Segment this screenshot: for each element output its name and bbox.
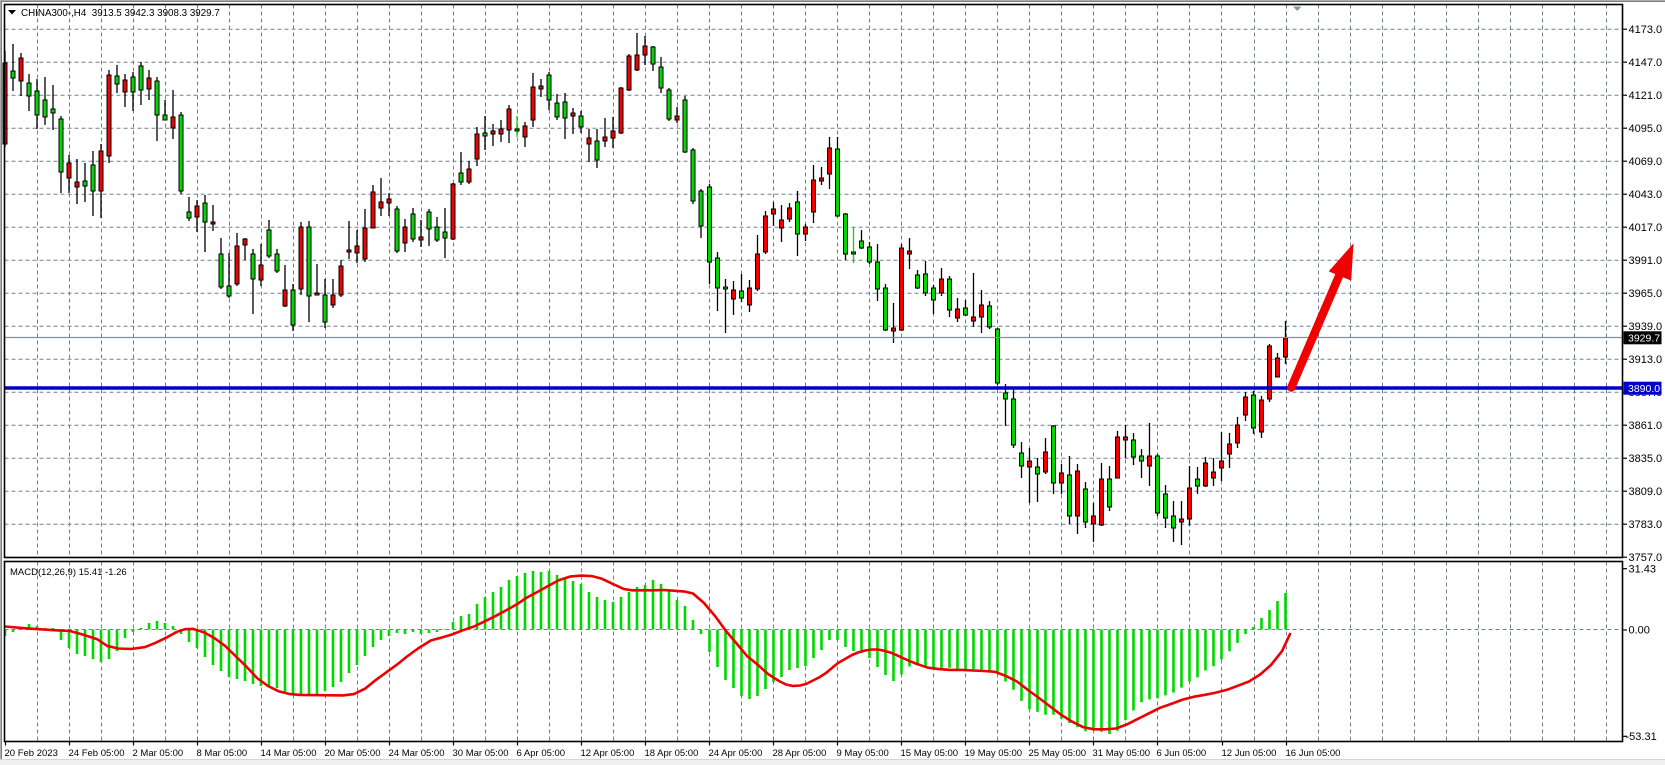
svg-text:3913.0: 3913.0 [1629, 354, 1663, 366]
svg-text:2 Mar 05:00: 2 Mar 05:00 [133, 748, 184, 759]
svg-text:31 May 05:00: 31 May 05:00 [1093, 748, 1151, 759]
svg-text:20 Mar 05:00: 20 Mar 05:00 [325, 748, 381, 759]
svg-text:20 Feb 2023: 20 Feb 2023 [5, 748, 58, 759]
svg-text:4121.0: 4121.0 [1629, 90, 1663, 102]
svg-text:24 Feb 05:00: 24 Feb 05:00 [69, 748, 125, 759]
svg-text:3965.0: 3965.0 [1629, 288, 1663, 300]
svg-text:4017.0: 4017.0 [1629, 222, 1663, 234]
svg-text:24 Mar 05:00: 24 Mar 05:00 [389, 748, 445, 759]
svg-text:3835.0: 3835.0 [1629, 453, 1663, 465]
svg-text:-53.31: -53.31 [1626, 731, 1657, 743]
svg-text:4095.0: 4095.0 [1629, 123, 1663, 135]
svg-text:4173.0: 4173.0 [1629, 24, 1663, 36]
svg-text:25 May 05:00: 25 May 05:00 [1029, 748, 1087, 759]
svg-text:24 Apr 05:00: 24 Apr 05:00 [709, 748, 763, 759]
svg-text:3757.0: 3757.0 [1629, 552, 1663, 564]
svg-text:14 Mar 05:00: 14 Mar 05:00 [261, 748, 317, 759]
svg-text:MACD(12,26,9) 15.41 -1.26: MACD(12,26,9) 15.41 -1.26 [10, 567, 127, 578]
svg-text:3991.0: 3991.0 [1629, 255, 1663, 267]
svg-text:3861.0: 3861.0 [1629, 420, 1663, 432]
svg-text:3890.0: 3890.0 [1628, 383, 1660, 395]
svg-text:30 Mar 05:00: 30 Mar 05:00 [453, 748, 509, 759]
svg-text:3809.0: 3809.0 [1629, 486, 1663, 498]
svg-text:15 May 05:00: 15 May 05:00 [901, 748, 959, 759]
svg-text:3939.0: 3939.0 [1629, 321, 1663, 333]
svg-text:9 May 05:00: 9 May 05:00 [837, 748, 889, 759]
svg-text:0.00: 0.00 [1629, 625, 1650, 637]
svg-text:19 May 05:00: 19 May 05:00 [965, 748, 1023, 759]
svg-text:4069.0: 4069.0 [1629, 156, 1663, 168]
svg-text:4147.0: 4147.0 [1629, 57, 1663, 69]
svg-text:6 Jun 05:00: 6 Jun 05:00 [1157, 748, 1207, 759]
svg-text:31.43: 31.43 [1629, 563, 1657, 575]
svg-text:6 Apr 05:00: 6 Apr 05:00 [517, 748, 566, 759]
svg-text:3929.7: 3929.7 [1628, 333, 1660, 345]
svg-text:28 Apr 05:00: 28 Apr 05:00 [773, 748, 827, 759]
svg-text:16 Jun 05:00: 16 Jun 05:00 [1286, 748, 1341, 759]
svg-text:18 Apr 05:00: 18 Apr 05:00 [645, 748, 699, 759]
svg-text:4043.0: 4043.0 [1629, 189, 1663, 201]
svg-text:CHINA300-,H4 3913.5 3942.3 39: CHINA300-,H4 3913.5 3942.3 3908.3 3929.7 [21, 8, 220, 19]
svg-text:8 Mar 05:00: 8 Mar 05:00 [197, 748, 248, 759]
svg-text:12 Apr 05:00: 12 Apr 05:00 [581, 748, 635, 759]
svg-text:3783.0: 3783.0 [1629, 519, 1663, 531]
svg-text:12 Jun 05:00: 12 Jun 05:00 [1222, 748, 1277, 759]
